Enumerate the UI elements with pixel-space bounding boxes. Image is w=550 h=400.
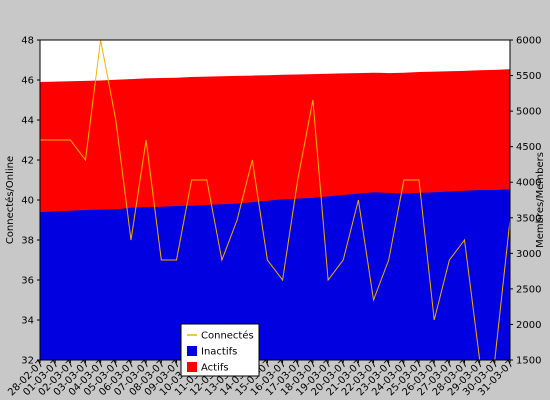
series-area-inactifs — [40, 189, 510, 360]
y-left-tick-label: 44 — [21, 116, 34, 127]
y-left-tick-label: 48 — [21, 36, 34, 47]
y-right-axis-label: Membres/Members — [535, 152, 546, 248]
y-right-tick-label: 3000 — [516, 249, 541, 260]
legend-label-2: Actifs — [201, 363, 229, 374]
y-right-tick-label: 6000 — [516, 36, 541, 47]
y-left-tick-label: 38 — [21, 236, 34, 247]
y-left-tick-label: 42 — [21, 156, 34, 167]
y-left-tick-label: 34 — [21, 316, 34, 327]
y-right-tick-label: 2000 — [516, 320, 541, 331]
y-left-tick-label: 36 — [21, 276, 34, 287]
legend-label-0: Connectés — [201, 330, 254, 342]
y-left-tick-label: 40 — [21, 196, 34, 207]
y-right-tick-label: 5500 — [516, 71, 541, 82]
legend-label-1: Inactifs — [201, 347, 237, 358]
y-left-axis-label: Connectés/Online — [4, 156, 16, 244]
y-right-tick-label: 4500 — [516, 142, 541, 153]
y-left-tick-label: 46 — [21, 76, 34, 87]
y-right-tick-label: 5000 — [516, 107, 541, 118]
y-right-tick-label: 1500 — [516, 356, 541, 367]
legend-swatch-1 — [187, 346, 197, 356]
y-right-tick-label: 2500 — [516, 284, 541, 295]
legend-swatch-2 — [187, 362, 197, 372]
